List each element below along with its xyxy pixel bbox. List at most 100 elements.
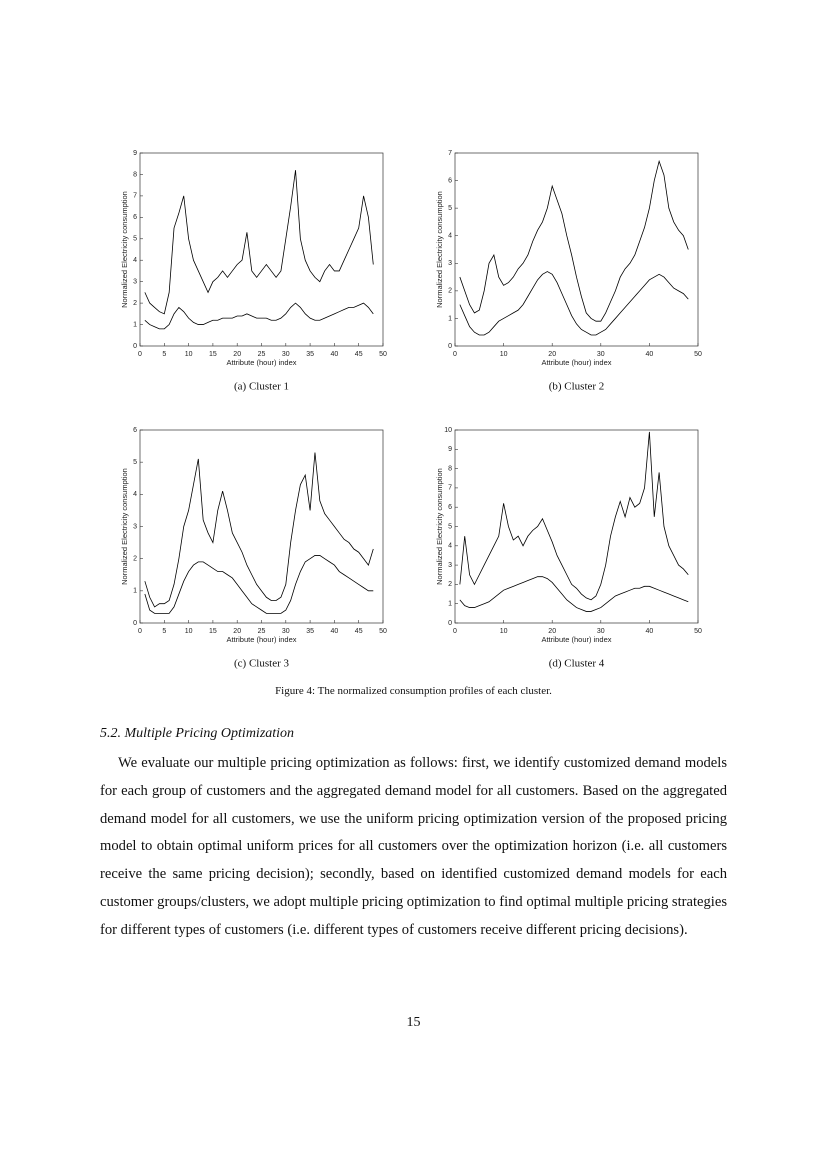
y-tick-label: 10 <box>444 427 452 434</box>
x-tick-label: 20 <box>233 351 241 358</box>
y-tick-label: 3 <box>448 260 452 267</box>
y-tick-label: 3 <box>133 279 137 286</box>
axes-box <box>139 152 384 347</box>
subfigure-caption: (a) Cluster 1 <box>234 381 289 393</box>
page-number: 15 <box>406 1015 421 1030</box>
y-tick-label: 8 <box>448 465 452 472</box>
y-tick-label: 7 <box>448 485 452 492</box>
x-axis-label: Attribute (hour) index <box>226 358 296 367</box>
y-tick-label: 1 <box>448 315 452 322</box>
series-line <box>459 431 689 601</box>
x-tick-label: 30 <box>597 628 605 635</box>
x-tick-label: 40 <box>646 351 654 358</box>
series-line <box>459 271 689 336</box>
x-tick-label: 20 <box>548 628 556 635</box>
y-tick-label: 7 <box>448 150 452 157</box>
y-tick-label: 5 <box>448 205 452 212</box>
x-tick-label: 5 <box>162 628 166 635</box>
axes-box <box>454 429 699 624</box>
x-tick-label: 45 <box>355 351 363 358</box>
axes-box <box>454 152 699 347</box>
x-tick-label: 20 <box>233 628 241 635</box>
x-axis-label: Attribute (hour) index <box>541 358 611 367</box>
series-line <box>459 576 689 612</box>
subfigure-caption: (d) Cluster 4 <box>549 658 605 670</box>
y-tick-label: 1 <box>133 321 137 328</box>
subfigure-caption: (b) Cluster 2 <box>549 381 605 393</box>
x-tick-label: 30 <box>282 351 290 358</box>
y-tick-label: 1 <box>133 588 137 595</box>
x-tick-label: 50 <box>379 351 387 358</box>
x-axis-label: Attribute (hour) index <box>541 635 611 644</box>
subfigure-caption: (c) Cluster 3 <box>234 658 289 670</box>
y-tick-label: 6 <box>133 214 137 221</box>
y-tick-label: 2 <box>448 288 452 295</box>
series-line <box>459 159 689 322</box>
x-tick-label: 5 <box>162 351 166 358</box>
x-tick-label: 10 <box>500 628 508 635</box>
x-tick-label: 50 <box>694 351 702 358</box>
y-tick-label: 4 <box>133 257 137 264</box>
x-tick-label: 40 <box>331 351 339 358</box>
y-tick-label: 0 <box>448 620 452 627</box>
x-tick-label: 0 <box>138 628 142 635</box>
y-tick-label: 4 <box>448 233 452 240</box>
y-axis-label: Normalized Electricity consumption <box>435 191 444 308</box>
x-tick-label: 50 <box>379 628 387 635</box>
x-tick-label: 10 <box>500 351 508 358</box>
x-tick-label: 25 <box>258 628 266 635</box>
y-tick-label: 8 <box>133 171 137 178</box>
y-tick-label: 0 <box>133 343 137 350</box>
y-tick-label: 5 <box>448 523 452 530</box>
x-axis-label: Attribute (hour) index <box>226 635 296 644</box>
y-axis-label: Normalized Electricity consumption <box>120 468 129 585</box>
x-tick-label: 20 <box>548 351 556 358</box>
y-tick-label: 9 <box>133 150 137 157</box>
y-tick-label: 4 <box>133 491 137 498</box>
x-tick-label: 40 <box>646 628 654 635</box>
y-tick-label: 0 <box>133 620 137 627</box>
y-tick-label: 6 <box>448 504 452 511</box>
x-tick-label: 30 <box>282 628 290 635</box>
x-tick-label: 50 <box>694 628 702 635</box>
y-tick-label: 7 <box>133 193 137 200</box>
paragraph: We evaluate our multiple pricing optimiz… <box>100 755 728 938</box>
y-tick-label: 2 <box>133 300 137 307</box>
y-axis-label: Normalized Electricity consumption <box>120 191 129 308</box>
x-tick-label: 15 <box>209 628 217 635</box>
y-tick-label: 3 <box>133 523 137 530</box>
series-line <box>144 452 374 608</box>
series-line <box>144 555 374 614</box>
series-line <box>144 170 374 315</box>
figure: 0 5 10 15 20 25 30 35 40 45 500123456789Attribute … <box>120 150 702 670</box>
axes-box <box>139 429 384 624</box>
y-tick-label: 9 <box>448 446 452 453</box>
y-tick-label: 2 <box>133 556 137 563</box>
x-tick-label: 25 <box>258 351 266 358</box>
y-tick-label: 4 <box>448 543 452 550</box>
y-tick-label: 6 <box>133 427 137 434</box>
x-tick-label: 30 <box>597 351 605 358</box>
y-tick-label: 2 <box>448 581 452 588</box>
x-tick-label: 0 <box>453 628 457 635</box>
y-tick-label: 3 <box>448 562 452 569</box>
x-tick-label: 40 <box>331 628 339 635</box>
y-axis-label: Normalized Electricity consumption <box>435 468 444 585</box>
y-tick-label: 1 <box>448 601 452 608</box>
y-tick-label: 6 <box>448 177 452 184</box>
figure-caption: Figure 4: The normalized consumption pro… <box>275 685 552 697</box>
y-tick-label: 0 <box>448 343 452 350</box>
x-tick-label: 0 <box>453 351 457 358</box>
y-tick-label: 5 <box>133 459 137 466</box>
x-tick-label: 35 <box>306 351 314 358</box>
x-tick-label: 35 <box>306 628 314 635</box>
x-tick-label: 10 <box>185 351 193 358</box>
x-tick-label: 0 <box>138 351 142 358</box>
series-line <box>144 302 374 330</box>
x-tick-label: 45 <box>355 628 363 635</box>
x-tick-label: 15 <box>209 351 217 358</box>
x-tick-label: 10 <box>185 628 193 635</box>
y-tick-label: 5 <box>133 236 137 243</box>
section-heading: 5.2. Multiple Pricing Optimization <box>100 726 295 741</box>
